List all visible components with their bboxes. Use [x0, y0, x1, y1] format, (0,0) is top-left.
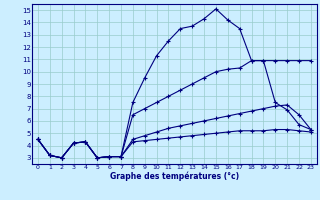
X-axis label: Graphe des températures (°c): Graphe des températures (°c): [110, 171, 239, 181]
